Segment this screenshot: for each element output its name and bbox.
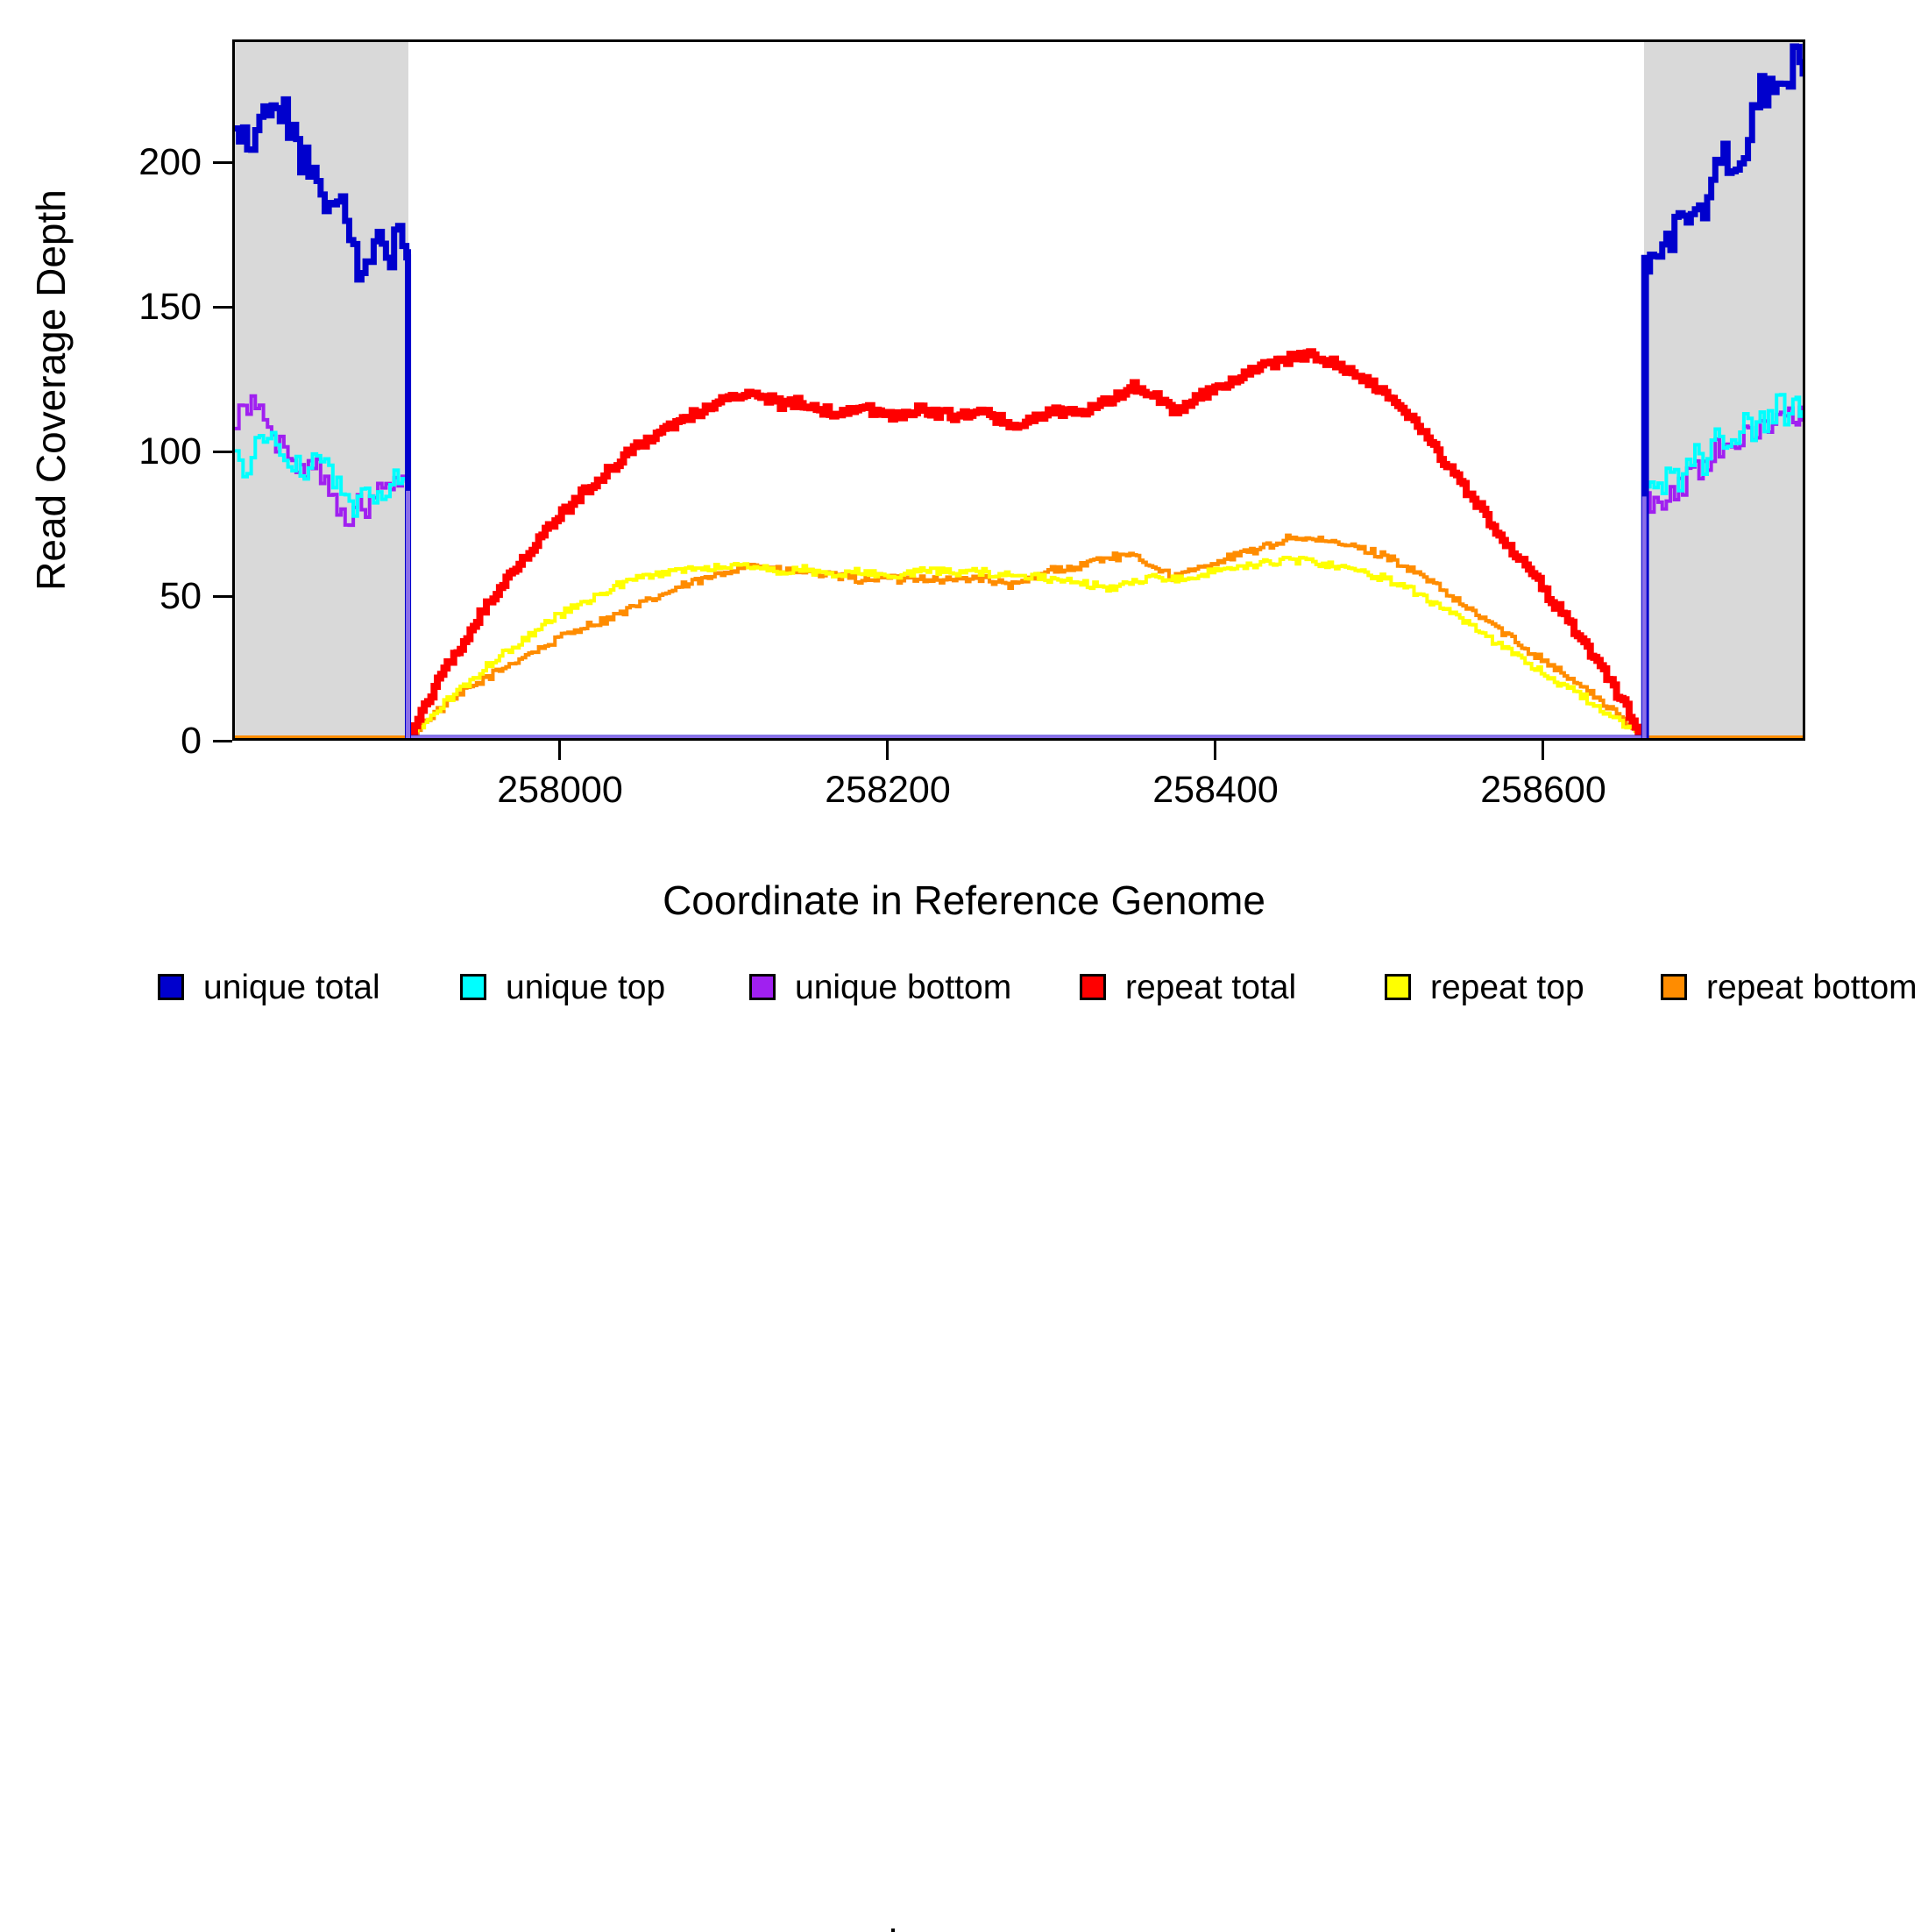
x-tick-mark-258600 bbox=[1542, 741, 1544, 760]
x-tick-label-258400: 258400 bbox=[1152, 769, 1279, 811]
legend-item-unique-total[interactable]: unique total bbox=[158, 961, 380, 1013]
legend-stray-dot bbox=[891, 1928, 895, 1932]
series-repeat-bottom bbox=[408, 536, 1645, 738]
plot-canvas bbox=[235, 42, 1803, 738]
y-tick-label-200: 200 bbox=[138, 141, 202, 183]
y-tick-mark-200 bbox=[213, 161, 232, 164]
legend-label-repeat-bottom: repeat bottom bbox=[1706, 968, 1917, 1006]
y-tick-label-50: 50 bbox=[159, 575, 202, 617]
legend-swatch-unique-bottom bbox=[749, 974, 776, 1000]
y-tick-mark-150 bbox=[213, 306, 232, 309]
legend-item-repeat-top[interactable]: repeat top bbox=[1385, 961, 1584, 1013]
coverage-curves bbox=[235, 42, 1803, 738]
legend-label-unique-total: unique total bbox=[203, 968, 380, 1006]
legend-swatch-repeat-bottom bbox=[1661, 974, 1687, 1000]
x-tick-label-258000: 258000 bbox=[497, 769, 623, 811]
legend-swatch-unique-total bbox=[158, 974, 184, 1000]
y-axis-title-text: Read Coverage Depth bbox=[28, 189, 74, 591]
legend-item-unique-bottom[interactable]: unique bottom bbox=[749, 961, 1011, 1013]
legend-swatch-repeat-top bbox=[1385, 974, 1411, 1000]
legend-item-repeat-total[interactable]: repeat total bbox=[1080, 961, 1296, 1013]
legend-swatch-unique-top bbox=[460, 974, 486, 1000]
x-axis-title: Coordinate in Reference Genome bbox=[663, 877, 1265, 923]
x-tick-label-258600: 258600 bbox=[1480, 769, 1606, 811]
chart-legend: unique total unique top unique bottom re… bbox=[0, 961, 1928, 1932]
x-tick-label-258200: 258200 bbox=[825, 769, 951, 811]
legend-swatch-repeat-total bbox=[1080, 974, 1106, 1000]
x-tick-mark-258400 bbox=[1214, 741, 1216, 760]
y-tick-mark-100 bbox=[213, 451, 232, 453]
y-tick-mark-50 bbox=[213, 595, 232, 598]
shaded-region-left bbox=[235, 42, 408, 738]
legend-label-unique-top: unique top bbox=[506, 968, 666, 1006]
legend-label-repeat-total: repeat total bbox=[1125, 968, 1297, 1006]
y-tick-label-100: 100 bbox=[138, 430, 202, 472]
legend-label-repeat-top: repeat top bbox=[1430, 968, 1584, 1006]
legend-item-unique-top[interactable]: unique top bbox=[460, 961, 665, 1013]
y-axis-title: Read Coverage Depth bbox=[25, 39, 77, 741]
chart-figure: Read Coverage Depth 0 50 100 150 200 258… bbox=[0, 39, 1928, 1932]
y-tick-mark-0 bbox=[213, 740, 232, 742]
legend-item-repeat-bottom[interactable]: repeat bottom bbox=[1661, 961, 1917, 1013]
series-repeat-top bbox=[408, 558, 1645, 738]
y-tick-label-150: 150 bbox=[138, 286, 202, 328]
x-tick-mark-258200 bbox=[886, 741, 889, 760]
series-repeat-total bbox=[408, 352, 1645, 738]
legend-label-unique-bottom: unique bottom bbox=[795, 968, 1012, 1006]
plot-area bbox=[232, 39, 1805, 741]
x-tick-mark-258000 bbox=[558, 741, 561, 760]
y-tick-label-0: 0 bbox=[181, 720, 202, 762]
